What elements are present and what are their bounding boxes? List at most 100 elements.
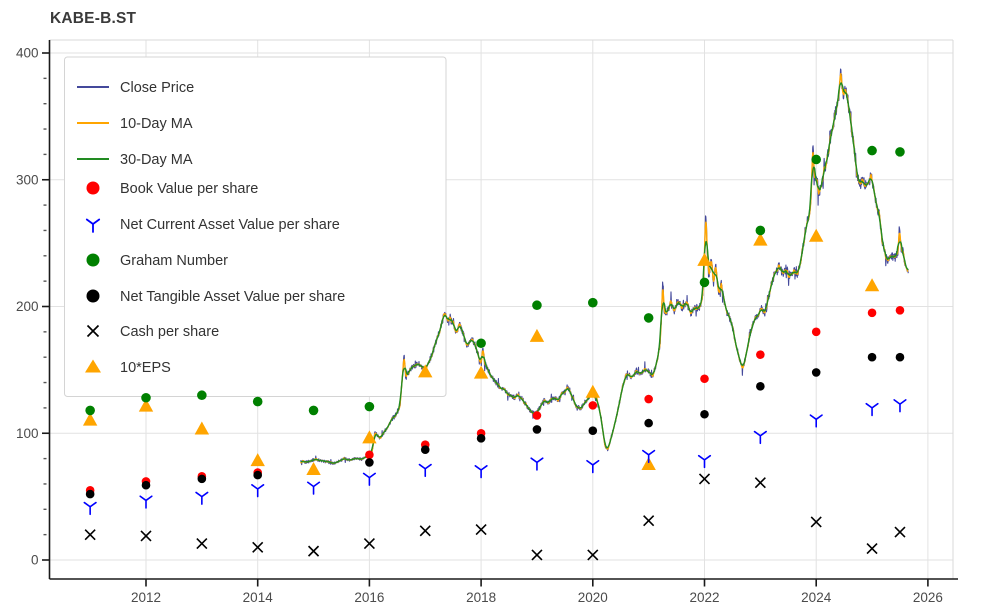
cash-x-icon xyxy=(894,526,906,538)
book_value-dot-icon xyxy=(86,181,100,195)
ntav-dot-icon xyxy=(420,445,430,455)
graham-dot-icon xyxy=(699,277,710,288)
graham-number-points xyxy=(85,145,905,416)
ntav-dot-icon xyxy=(700,409,709,419)
x-tick-label: 2016 xyxy=(354,590,384,605)
legend-item-ncav: Net Current Asset Value per share xyxy=(85,217,340,233)
legend-item-label: 30-Day MA xyxy=(120,152,193,168)
eps10-triangle-icon xyxy=(585,384,600,398)
graham-dot-icon xyxy=(197,390,207,401)
ncav-points xyxy=(83,399,907,516)
ntav-dot-icon xyxy=(532,425,542,434)
legend-item-book_value: Book Value per share xyxy=(86,181,258,197)
book-value-dot-icon xyxy=(700,374,709,384)
legend-item-label: 10-Day MA xyxy=(120,116,193,132)
eps10-triangle-icon xyxy=(529,328,545,342)
x-axis-labels: 2012 2014 2016 2018 2020 2022 2024 2026 xyxy=(131,579,943,605)
legend-item-close: Close Price xyxy=(77,80,194,96)
legend-item-label: 10*EPS xyxy=(120,360,171,376)
graham-dot-icon xyxy=(86,253,100,267)
eps10-triangle-icon xyxy=(85,359,101,373)
ncav-tri-down-icon xyxy=(530,457,544,471)
x-tick-label: 2020 xyxy=(578,590,608,605)
book-value-dot-icon xyxy=(644,394,653,404)
x-tick-label: 2024 xyxy=(801,590,832,605)
price-lines xyxy=(300,68,909,466)
ntav-dot-icon xyxy=(476,434,486,443)
cash-x-icon xyxy=(140,530,152,542)
graham-dot-icon xyxy=(588,297,598,308)
ncav-tri-down-icon xyxy=(195,491,209,505)
ncav-tri-down-icon xyxy=(85,218,101,233)
legend-item-label: Net Current Asset Value per share xyxy=(120,217,340,233)
legend-item-label: Book Value per share xyxy=(120,181,258,197)
ma30-line xyxy=(300,82,909,464)
book-value-dot-icon xyxy=(867,308,877,318)
graham-dot-icon xyxy=(364,401,375,412)
eps10-triangle-icon xyxy=(418,364,433,378)
ntav-points xyxy=(85,352,905,499)
ntav-dot-icon xyxy=(811,368,821,377)
ntav-dot-icon xyxy=(141,480,151,490)
cash-x-icon xyxy=(866,543,878,555)
y-tick-label: 100 xyxy=(16,426,39,441)
eps10-triangle-icon xyxy=(864,278,880,292)
y-tick-label: 400 xyxy=(16,46,39,61)
chart-title: KABE-B.ST xyxy=(50,10,137,27)
eps10-triangle-icon xyxy=(641,456,656,470)
x-tick-label: 2012 xyxy=(131,590,161,605)
eps10-triangle-icon xyxy=(697,252,712,266)
cash-points xyxy=(84,473,906,561)
ncav-tri-down-icon xyxy=(139,495,153,509)
ntav-dot-icon xyxy=(86,289,100,303)
x-tick-label: 2018 xyxy=(466,590,496,605)
axes: 0 100 200 300 400 2012 2014 2016 2018 2020 2022 202… xyxy=(16,39,958,605)
y-tick-label: 300 xyxy=(16,172,39,187)
cash-x-icon xyxy=(810,516,822,528)
cash-x-icon xyxy=(419,525,431,537)
legend-item-label: Close Price xyxy=(120,80,194,96)
cash-x-icon xyxy=(754,477,766,489)
ncav-tri-down-icon xyxy=(306,481,321,495)
legend-item-ma30: 30-Day MA xyxy=(77,152,193,168)
annual-markers xyxy=(82,145,907,561)
eps10-triangle-icon xyxy=(194,421,210,435)
book-value-dot-icon xyxy=(756,350,765,359)
cash-x-icon xyxy=(86,324,100,338)
cash-x-icon xyxy=(363,537,375,550)
y-axis-labels: 0 100 200 300 400 xyxy=(16,46,50,568)
x-tick-label: 2014 xyxy=(243,590,274,605)
book-value-dot-icon xyxy=(588,401,598,410)
legend-item-ntav: Net Tangible Asset Value per share xyxy=(86,289,345,305)
graham-dot-icon xyxy=(811,154,821,165)
legend-item-ma10: 10-Day MA xyxy=(77,116,193,132)
book-value-dot-icon xyxy=(895,306,905,315)
legend-item-label: Net Tangible Asset Value per share xyxy=(120,289,345,305)
cash-x-icon xyxy=(252,541,264,553)
eps10-triangle-icon xyxy=(306,462,321,476)
ntav-dot-icon xyxy=(365,458,374,467)
graham-dot-icon xyxy=(532,300,542,311)
y-tick-label: 200 xyxy=(16,299,39,314)
legend-item-cash: Cash per share xyxy=(86,324,219,340)
ncav-tri-down-icon xyxy=(809,414,823,428)
cash-x-icon xyxy=(475,524,487,536)
ntav-dot-icon xyxy=(867,352,877,362)
eps10-triangle-icon xyxy=(82,412,98,426)
ncav-tri-down-icon xyxy=(83,501,97,516)
legend-item-label: Graham Number xyxy=(120,253,228,269)
eps10-points xyxy=(82,228,880,476)
graham-dot-icon xyxy=(252,396,263,407)
graham-dot-icon xyxy=(141,392,151,403)
graham-dot-icon xyxy=(867,145,877,156)
cash-x-icon xyxy=(84,529,96,541)
book-value-dot-icon xyxy=(811,327,821,337)
cash-x-icon xyxy=(698,473,711,485)
graham-dot-icon xyxy=(308,405,319,416)
legend-box xyxy=(64,56,447,397)
legend-item-eps10: 10*EPS xyxy=(85,359,171,376)
legend-item-label: Cash per share xyxy=(120,324,219,340)
ntav-dot-icon xyxy=(644,418,653,428)
legend-item-graham: Graham Number xyxy=(86,253,228,269)
